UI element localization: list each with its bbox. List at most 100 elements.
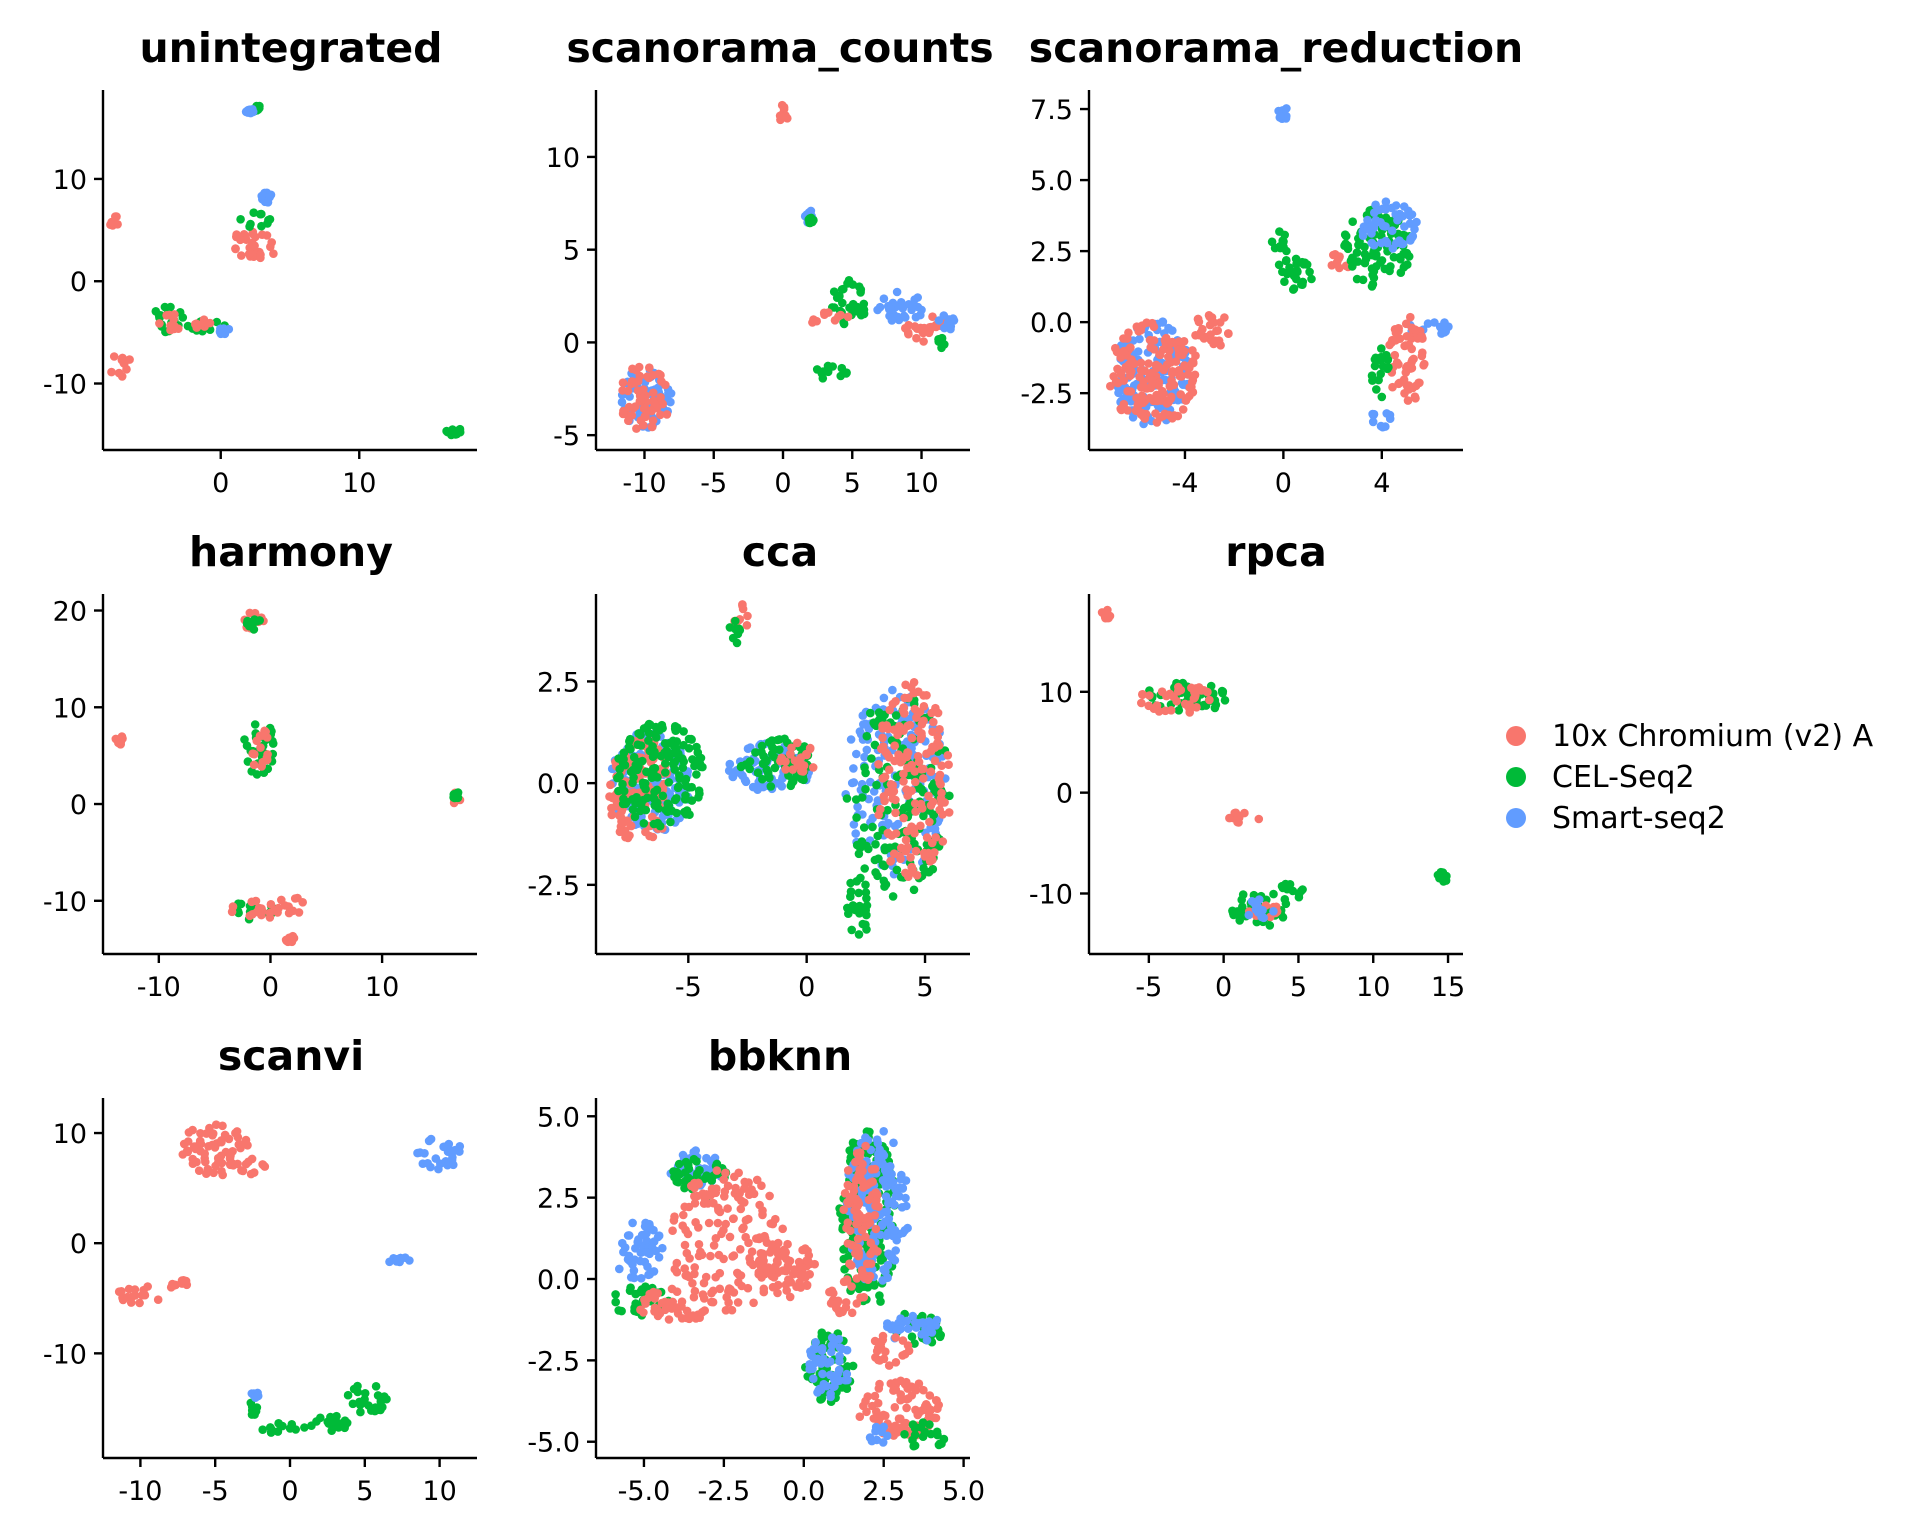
point-10x-chromium-v2-a: [891, 1385, 901, 1394]
x-tick-label: 10: [342, 468, 376, 499]
point-cel-seq2: [245, 222, 254, 231]
point-10x-chromium-v2-a: [680, 1240, 690, 1250]
y-tick-label: 0.0: [537, 1265, 580, 1296]
point-cel-seq2: [1442, 871, 1451, 881]
point-smart-seq2: [879, 1127, 888, 1136]
x-tick-label: 5: [844, 468, 861, 499]
point-smart-seq2: [918, 1318, 928, 1327]
point-smart-seq2: [827, 1341, 837, 1350]
point-10x-chromium-v2-a: [606, 780, 615, 790]
point-10x-chromium-v2-a: [1169, 692, 1178, 702]
point-10x-chromium-v2-a: [246, 1169, 256, 1179]
point-cel-seq2: [1278, 913, 1288, 922]
point-10x-chromium-v2-a: [886, 780, 896, 789]
panel-title: rpca: [1225, 528, 1327, 576]
point-10x-chromium-v2-a: [903, 328, 913, 338]
point-10x-chromium-v2-a: [930, 1413, 939, 1423]
x-tick-label: 15: [1431, 972, 1465, 1003]
point-10x-chromium-v2-a: [919, 1385, 928, 1395]
point-cel-seq2: [249, 625, 259, 634]
point-10x-chromium-v2-a: [743, 611, 752, 621]
point-smart-seq2: [1371, 216, 1381, 225]
point-cel-seq2: [692, 1157, 701, 1166]
point-cel-seq2: [450, 793, 460, 803]
point-cel-seq2: [869, 718, 878, 727]
point-10x-chromium-v2-a: [123, 1292, 132, 1302]
point-cel-seq2: [1281, 256, 1291, 266]
point-10x-chromium-v2-a: [851, 1176, 861, 1185]
point-10x-chromium-v2-a: [1410, 392, 1420, 402]
point-cel-seq2: [664, 778, 674, 787]
point-10x-chromium-v2-a: [760, 1234, 770, 1243]
point-cel-seq2: [1274, 260, 1284, 270]
point-10x-chromium-v2-a: [122, 365, 131, 374]
point-10x-chromium-v2-a: [928, 855, 937, 865]
point-10x-chromium-v2-a: [917, 731, 926, 741]
point-10x-chromium-v2-a: [113, 220, 122, 229]
point-10x-chromium-v2-a: [912, 333, 921, 343]
point-10x-chromium-v2-a: [768, 1282, 778, 1292]
point-10x-chromium-v2-a: [688, 1311, 698, 1320]
y-tick-label: -5: [553, 421, 580, 452]
point-10x-chromium-v2-a: [889, 849, 899, 858]
point-10x-chromium-v2-a: [797, 1271, 806, 1280]
legend-label-smartseq2: Smart-seq2: [1552, 801, 1726, 836]
point-cel-seq2: [639, 819, 649, 828]
point-smart-seq2: [1282, 104, 1291, 113]
point-10x-chromium-v2-a: [1417, 351, 1427, 361]
point-10x-chromium-v2-a: [254, 903, 264, 913]
point-cel-seq2: [1280, 277, 1289, 287]
point-cel-seq2: [1282, 884, 1292, 894]
point-10x-chromium-v2-a: [862, 1407, 871, 1417]
point-cel-seq2: [891, 711, 901, 720]
point-smart-seq2: [1423, 319, 1433, 328]
point-10x-chromium-v2-a: [930, 756, 940, 766]
point-smart-seq2: [926, 1324, 935, 1333]
point-10x-chromium-v2-a: [721, 1306, 731, 1315]
point-10x-chromium-v2-a: [758, 1255, 768, 1265]
point-cel-seq2: [1289, 284, 1299, 293]
point-10x-chromium-v2-a: [1116, 353, 1125, 362]
point-cel-seq2: [842, 1384, 852, 1393]
point-10x-chromium-v2-a: [1192, 703, 1201, 712]
point-10x-chromium-v2-a: [1194, 317, 1204, 327]
y-tick-label: -10: [43, 887, 87, 918]
point-10x-chromium-v2-a: [1109, 372, 1118, 381]
point-smart-seq2: [1381, 197, 1391, 206]
point-smart-seq2: [924, 1317, 934, 1326]
point-cel-seq2: [839, 1254, 849, 1264]
point-smart-seq2: [911, 312, 921, 322]
point-cel-seq2: [682, 781, 691, 791]
point-10x-chromium-v2-a: [1165, 339, 1175, 349]
point-10x-chromium-v2-a: [201, 1157, 210, 1167]
point-smart-seq2: [243, 108, 253, 117]
point-smart-seq2: [809, 1374, 818, 1383]
point-10x-chromium-v2-a: [733, 1193, 743, 1202]
point-10x-chromium-v2-a: [109, 352, 119, 361]
point-10x-chromium-v2-a: [861, 1232, 870, 1242]
point-cel-seq2: [731, 616, 740, 626]
x-tick-label: 10: [422, 1476, 456, 1507]
point-smart-seq2: [842, 1369, 852, 1379]
point-cel-seq2: [741, 760, 751, 769]
point-cel-seq2: [371, 1382, 381, 1391]
point-smart-seq2: [628, 1218, 637, 1228]
point-10x-chromium-v2-a: [1149, 322, 1159, 332]
point-cel-seq2: [766, 782, 776, 791]
point-10x-chromium-v2-a: [196, 320, 205, 330]
point-10x-chromium-v2-a: [925, 1391, 935, 1400]
point-smart-seq2: [1382, 238, 1392, 248]
point-cel-seq2: [645, 746, 655, 756]
point-10x-chromium-v2-a: [267, 238, 277, 247]
point-cel-seq2: [859, 906, 868, 915]
point-smart-seq2: [891, 1246, 900, 1255]
point-smart-seq2: [879, 693, 889, 703]
point-10x-chromium-v2-a: [869, 1244, 879, 1253]
point-10x-chromium-v2-a: [162, 311, 171, 320]
panel-title: cca: [742, 528, 818, 576]
point-10x-chromium-v2-a: [1132, 322, 1142, 332]
point-10x-chromium-v2-a: [900, 693, 909, 703]
point-smart-seq2: [878, 1160, 887, 1169]
point-10x-chromium-v2-a: [1119, 346, 1129, 356]
point-smart-seq2: [896, 1175, 906, 1184]
